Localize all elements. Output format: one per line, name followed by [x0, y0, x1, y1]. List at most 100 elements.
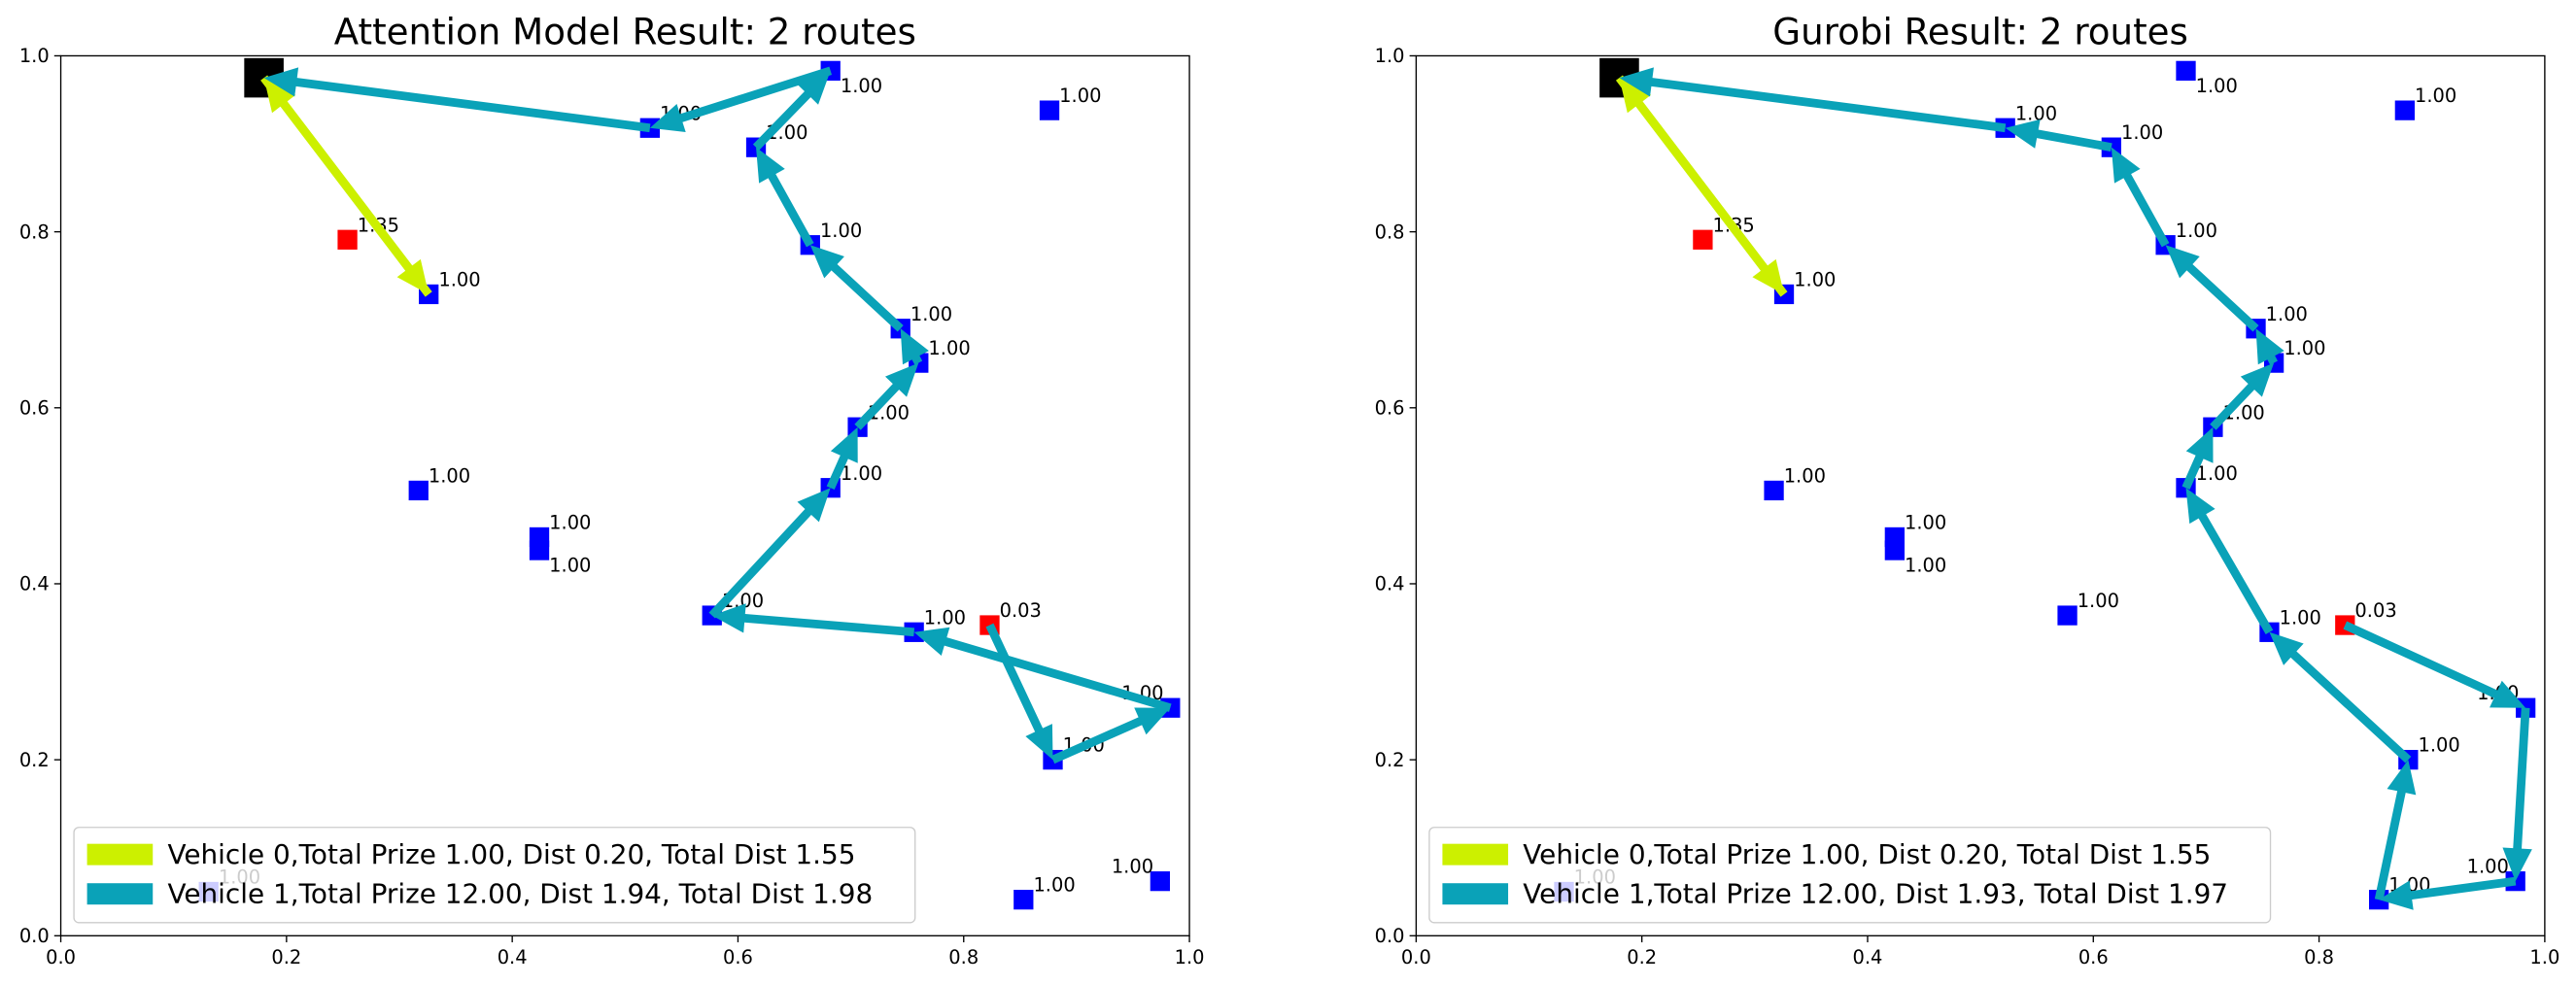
route-arrow [1619, 67, 2007, 133]
route-arrow [2111, 147, 2170, 248]
prize-label: 1.00 [1112, 856, 1153, 878]
route-arrow [2379, 876, 2517, 910]
route-arrow [2210, 362, 2275, 430]
prize-label: 1.00 [820, 220, 862, 242]
route-arrow [1050, 707, 1171, 764]
subplot: Attention Model Result: 2 routes 0.0 0.2 0.… [19, 11, 1205, 968]
node [1764, 480, 1784, 501]
legend: Vehicle 0,Total Prize 1.00, Dist 0.20, T… [1428, 827, 2272, 924]
prize-label: 1.00 [2284, 337, 2325, 359]
subplot: Gurobi Result: 2 routes 0.0 0.2 0.4 0.6 0.8 1.… [1375, 11, 2560, 968]
prize-label: 1.00 [928, 337, 970, 359]
x-tick-label: 0.0 [46, 946, 76, 968]
prize-label: 1.00 [1033, 874, 1075, 897]
legend-label: Vehicle 1,Total Prize 12.00, Dist 1.94, … [167, 878, 873, 910]
x-tick-label: 0.6 [2078, 946, 2109, 968]
legend-swatch [86, 883, 154, 905]
route-arrow [2374, 760, 2417, 901]
legend-box [73, 827, 916, 924]
route-arrow [2269, 631, 2412, 764]
prize-label: 1.00 [2467, 856, 2509, 878]
prize-label: 1.00 [2280, 606, 2321, 628]
chart-title: Gurobi Result: 2 routes [1772, 11, 2188, 53]
route-arrow [2502, 707, 2532, 882]
y-tick-label: 0.4 [19, 573, 50, 595]
prize-label: 1.00 [2196, 462, 2238, 485]
legend-swatch [1442, 843, 1509, 866]
y-tick-label: 0.8 [1375, 221, 1405, 243]
route-arrow [2165, 245, 2259, 332]
prize-label: 1.00 [2418, 734, 2459, 757]
legend: Vehicle 0,Total Prize 1.00, Dist 0.20, T… [73, 827, 916, 924]
route-arrow [708, 488, 831, 619]
prize-label: 1.00 [549, 555, 591, 577]
prize-label: 1.00 [2015, 102, 2057, 124]
prize-label: 1.00 [2415, 85, 2456, 107]
legend-swatch [86, 843, 154, 866]
node [2176, 60, 2196, 81]
x-tick-label: 1.0 [1175, 946, 1205, 968]
route-arrow [2255, 328, 2284, 365]
route-arrow [854, 362, 919, 430]
route-arrow [2185, 488, 2274, 634]
x-tick-label: 0.2 [1627, 946, 1657, 968]
prize-label: 0.03 [2354, 599, 2396, 622]
y-tick-label: 0.2 [1375, 749, 1405, 771]
prize-label: 1.00 [841, 75, 882, 97]
legend-label: Vehicle 1,Total Prize 12.00, Dist 1.93, … [1523, 878, 2228, 910]
y-tick-label: 0.4 [1375, 573, 1405, 595]
y-tick-label: 0.6 [1375, 397, 1405, 420]
route-arrow [263, 67, 651, 133]
route-arrow [752, 70, 831, 151]
route-arrow [711, 603, 915, 637]
node [408, 480, 429, 501]
y-tick-label: 0.6 [19, 397, 50, 420]
route-arrow [809, 245, 904, 332]
node [1693, 229, 1713, 250]
node [1884, 540, 1905, 560]
route-arrow [1619, 78, 1788, 297]
x-tick-label: 0.2 [271, 946, 301, 968]
route-arrow [826, 426, 858, 491]
y-tick-label: 1.0 [19, 45, 50, 67]
route-arrow [2005, 119, 2112, 152]
node [529, 540, 550, 560]
x-tick-label: 0.8 [948, 946, 979, 968]
prize-label: 1.00 [1905, 512, 1946, 534]
node [1013, 890, 1034, 910]
prize-label: 1.00 [438, 268, 480, 290]
y-tick-label: 0.2 [19, 749, 50, 771]
x-tick-label: 0.8 [2304, 946, 2334, 968]
x-tick-label: 1.0 [2529, 946, 2559, 968]
node [2394, 100, 2415, 120]
route-arrow [649, 66, 833, 133]
x-tick-label: 0.4 [1853, 946, 1883, 968]
prize-label: 1.00 [549, 512, 591, 534]
prize-label: 1.00 [429, 464, 470, 487]
prize-label: 1.00 [1784, 464, 1826, 487]
y-tick-label: 0.8 [19, 221, 50, 243]
node [1039, 100, 1060, 120]
prize-label: 1.00 [2121, 121, 2163, 144]
prize-label: 1.00 [1059, 85, 1101, 107]
node [2057, 605, 2078, 626]
prize-label: 1.00 [1905, 555, 1946, 577]
prize-label: 1.00 [1794, 268, 1836, 290]
route-arrow [900, 328, 929, 365]
y-tick-label: 0.0 [1375, 925, 1405, 947]
route-arrow [913, 627, 1172, 712]
legend-label: Vehicle 0,Total Prize 1.00, Dist 0.20, T… [167, 838, 855, 870]
prize-label: 1.00 [2078, 590, 2119, 612]
node [337, 229, 358, 250]
axes-frame [59, 54, 1190, 936]
legend-box [1428, 827, 2272, 924]
route-arrow [2181, 426, 2214, 491]
prize-label: 1.00 [910, 303, 952, 325]
prize-label: 0.03 [1000, 599, 1042, 622]
prize-label: 1.00 [2176, 220, 2217, 242]
chart-title: Attention Model Result: 2 routes [334, 11, 916, 53]
prize-label: 1.00 [2196, 75, 2238, 97]
y-tick-label: 1.0 [1375, 45, 1405, 67]
